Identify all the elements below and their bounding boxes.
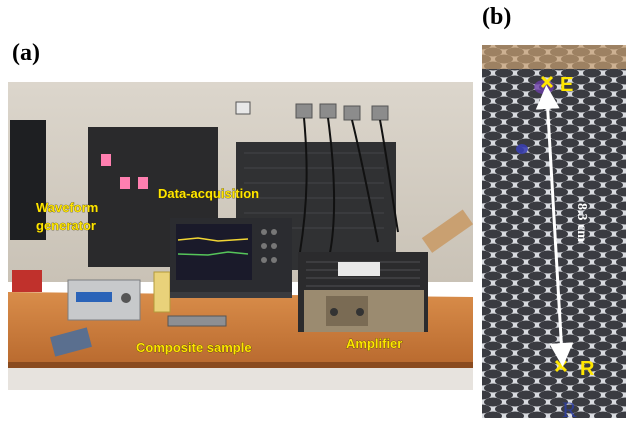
floor [8, 368, 473, 390]
distance-arrow [535, 85, 574, 367]
bottle [153, 271, 171, 313]
blue-mat [50, 327, 92, 357]
lab-setup-photo: Waveform generator Data-acquisition Comp… [8, 82, 473, 390]
caption-amplifier: Amplifier [346, 336, 402, 351]
caption-waveform-line2: generator [36, 218, 96, 233]
panel-b-label: (b) [482, 4, 512, 30]
cardboard-tube [421, 209, 473, 253]
distance-label: 8.3 cm [574, 203, 589, 242]
marker-r-label: R [580, 358, 595, 380]
ink-mark [516, 144, 528, 154]
partial-letter: R [562, 397, 577, 418]
left-monitor [10, 120, 46, 240]
table-edge [8, 362, 473, 368]
sticky-note [120, 177, 130, 189]
panel-a-label: (a) [12, 40, 40, 66]
caption-waveform-line1: Waveform [36, 200, 98, 215]
composite-closeup-photo: E R 8.3 cm R [482, 45, 626, 418]
sticky-note [138, 177, 148, 189]
sticky-note [101, 154, 111, 166]
marker-e-label: E [560, 74, 573, 96]
red-equipment [12, 270, 42, 292]
caption-composite-sample: Composite sample [136, 340, 252, 355]
composite-sample-object [167, 315, 227, 327]
caption-data-acquisition: Data-acquisition [158, 186, 259, 201]
